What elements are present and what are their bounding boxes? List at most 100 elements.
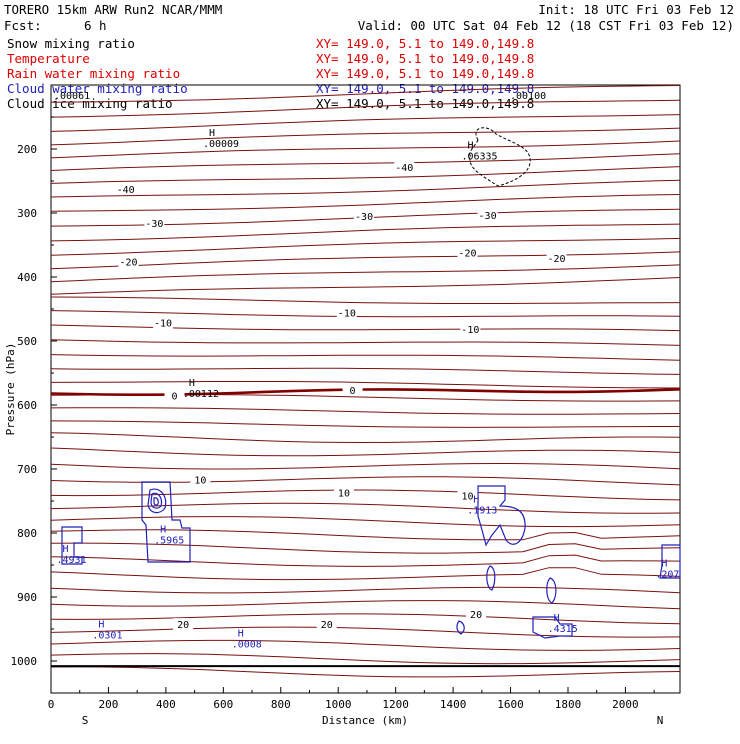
maximum-value: .0008 [232, 639, 262, 650]
legend-ice-label: Cloud ice mixing ratio [7, 96, 173, 111]
x-tick-label: 1000 [325, 698, 352, 711]
isotherm-line [50, 339, 681, 346]
contour-label: 20 [177, 620, 189, 631]
cloud-water-contour [141, 481, 191, 563]
legend-snow-label: Snow mixing ratio [7, 36, 135, 51]
contour-label-bg [457, 489, 478, 502]
isotherm-line [50, 237, 681, 256]
legend-overlap-snow: .00061 [54, 91, 90, 102]
contour-label: -20 [120, 257, 138, 268]
x-tick-label: 600 [213, 698, 233, 711]
y-axis-title: Pressure (hPa) [4, 343, 17, 436]
x-tick-label: 800 [271, 698, 291, 711]
isotherm-line [50, 99, 681, 118]
contour-label: 10 [338, 488, 350, 499]
contour-label-bg [164, 389, 185, 402]
legend-ice-range-2: XY= 149.0, 5.1 to 149.0,149.8 [316, 96, 534, 111]
legend: Snow mixing ratio Temperature XY= 149.0,… [7, 36, 546, 111]
contour-label-bg [394, 161, 415, 174]
maximum-marker: H [98, 619, 104, 630]
isotherm-line [50, 516, 681, 528]
y-tick-label: 600 [17, 399, 37, 412]
contour-label: -20 [458, 248, 476, 259]
isotherm-line [50, 324, 681, 332]
isotherm-line [50, 194, 681, 212]
maxima-labels: H.00009 H.06335H.00112H.5965H.4931H.1913H… [56, 128, 679, 650]
forecast-label: Fcst: [4, 18, 42, 33]
cloud-ice-contour [469, 127, 531, 187]
maximum-marker: H [473, 495, 479, 506]
contour-label: -20 [547, 254, 565, 265]
isotherm-line [50, 626, 681, 638]
cloud-water-contour [153, 497, 159, 506]
maximum-marker: H [189, 378, 195, 389]
maximum-marker: H [209, 128, 215, 139]
x-tick-label: 1600 [497, 698, 524, 711]
isotherm-line [50, 153, 681, 171]
isotherm-line [50, 127, 681, 146]
cloud-water-contours [61, 481, 681, 639]
cloud-water-contour [659, 544, 681, 579]
isotherm-line [50, 223, 681, 242]
maximum-marker: H [554, 613, 560, 624]
y-tick-label: 800 [17, 527, 37, 540]
contour-label: -40 [117, 185, 135, 196]
legend-rain-label: Rain water mixing ratio [7, 66, 180, 81]
maximum-value: .4931 [56, 555, 86, 566]
contour-label: -10 [154, 319, 172, 330]
cloud-water-contour [486, 565, 496, 591]
isotherm-line [50, 367, 681, 375]
maximum-marker: H [62, 544, 68, 555]
y-tick-label: 500 [17, 335, 37, 348]
contour-label: 20 [321, 620, 333, 631]
cloud-water-contour [546, 577, 557, 604]
x-tick-label: 200 [99, 698, 119, 711]
x-tick-label: 400 [156, 698, 176, 711]
contour-label-bg [466, 607, 487, 620]
isotherm-line [50, 653, 681, 665]
maximum-marker: H [661, 559, 667, 570]
plot-frame [50, 84, 681, 694]
contour-label-bg [342, 383, 363, 396]
y-tick-label: 200 [17, 143, 37, 156]
isotherm-line [50, 502, 681, 514]
x-tick-label: 1800 [555, 698, 582, 711]
contour-label: -10 [461, 325, 479, 336]
isotherm-line [50, 277, 681, 295]
isotherm-line [50, 542, 681, 554]
maximum-marker: H [238, 628, 244, 639]
maximum-value: .207 [655, 570, 679, 581]
isotherm-line [50, 586, 681, 594]
isotherm-line [50, 140, 681, 159]
contour-label: 0 [171, 392, 177, 403]
contour-label: -40 [395, 163, 413, 174]
isotherm-line [50, 476, 681, 486]
maximum-marker: H [160, 525, 166, 536]
legend-cloudwater-label: Cloud water mixing ratio [7, 81, 188, 96]
isotherm-line [50, 264, 681, 283]
contour-label-bg [173, 618, 194, 631]
contour-label: -30 [145, 219, 163, 230]
endpoint-right-label: N [657, 714, 664, 727]
contour-label-bg [118, 255, 139, 268]
cloud-water-contour [150, 492, 163, 509]
endpoint-left-label: S [82, 714, 89, 727]
maximum-marker: H [467, 141, 473, 152]
isotherm-line [50, 447, 681, 457]
contour-label: 10 [194, 476, 206, 487]
maximum-value: .00009 [203, 139, 239, 150]
contour-label-bg [477, 209, 498, 222]
x-tick-label: 2000 [612, 698, 639, 711]
cloud-water-contour [532, 616, 573, 639]
isotherm-line [50, 567, 681, 581]
contour-label-bg [457, 246, 478, 259]
contour-label-bg [115, 182, 136, 195]
legend-rain-range: XY= 149.0, 5.1 to 149.0,149.8 [316, 51, 534, 66]
x-tick-label: 0 [48, 698, 55, 711]
isotherm-line [50, 613, 681, 625]
y-tick-label: 1000 [11, 655, 38, 668]
isotherm-line [50, 462, 681, 470]
contour-label: 20 [470, 610, 482, 621]
contour-label: -30 [479, 211, 497, 222]
contour-label-bg [144, 216, 165, 229]
